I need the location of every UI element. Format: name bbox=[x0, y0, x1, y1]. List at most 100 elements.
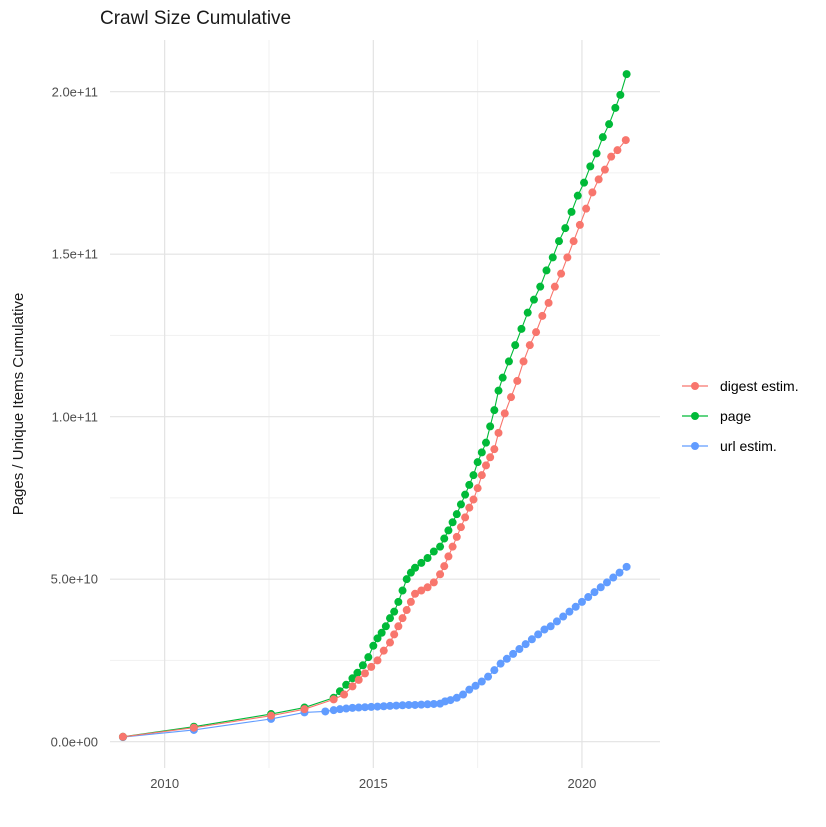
legend-item-page: page bbox=[680, 406, 799, 426]
data-point bbox=[473, 458, 482, 467]
legend-item-url-estim-: url estim. bbox=[680, 436, 799, 456]
data-point bbox=[569, 237, 578, 246]
data-point bbox=[586, 162, 595, 171]
data-point bbox=[436, 570, 445, 579]
data-point bbox=[404, 700, 413, 709]
y-tick-label: 0.0e+00 bbox=[50, 734, 98, 750]
data-point bbox=[613, 146, 622, 155]
data-point bbox=[607, 152, 616, 161]
data-point bbox=[500, 409, 509, 418]
data-point bbox=[465, 685, 474, 694]
data-point bbox=[456, 500, 465, 509]
data-point bbox=[563, 253, 572, 262]
y-tick-label: 2.0e+11 bbox=[51, 84, 98, 100]
data-point bbox=[398, 586, 407, 595]
data-point bbox=[575, 220, 584, 229]
data-point bbox=[477, 677, 486, 686]
data-point bbox=[402, 606, 411, 615]
legend-key-dot bbox=[691, 412, 699, 420]
data-point bbox=[373, 656, 382, 665]
data-point bbox=[592, 149, 601, 158]
legend-label: page bbox=[720, 408, 752, 424]
data-point bbox=[567, 207, 576, 216]
data-point bbox=[577, 597, 586, 606]
data-point bbox=[444, 552, 453, 561]
data-point bbox=[459, 690, 468, 699]
data-point bbox=[621, 136, 630, 145]
data-point bbox=[379, 646, 388, 655]
data-point bbox=[490, 666, 499, 675]
data-point bbox=[429, 578, 438, 587]
series-points-digest-estim- bbox=[118, 136, 630, 741]
data-point bbox=[550, 282, 559, 291]
data-point bbox=[354, 675, 363, 684]
data-point bbox=[598, 133, 607, 142]
data-point bbox=[609, 573, 618, 582]
data-point bbox=[481, 438, 490, 447]
data-point bbox=[348, 674, 357, 683]
data-point bbox=[473, 484, 482, 493]
data-point bbox=[440, 534, 449, 543]
data-point bbox=[469, 495, 478, 504]
data-point bbox=[406, 597, 415, 606]
data-point bbox=[573, 191, 582, 200]
data-point bbox=[446, 696, 455, 705]
legend: digest estim. page url estim. bbox=[680, 376, 799, 456]
data-point bbox=[402, 575, 411, 584]
data-point bbox=[544, 298, 553, 307]
data-point bbox=[329, 695, 338, 704]
data-point bbox=[542, 266, 551, 275]
data-point bbox=[444, 526, 453, 535]
data-point bbox=[519, 357, 528, 366]
data-point bbox=[477, 448, 486, 457]
data-point bbox=[481, 461, 490, 470]
data-point bbox=[600, 165, 609, 174]
data-point bbox=[381, 622, 390, 631]
data-point bbox=[525, 341, 534, 350]
data-point bbox=[471, 681, 480, 690]
data-point bbox=[392, 701, 401, 710]
data-point bbox=[394, 597, 403, 606]
legend-key-icon bbox=[682, 412, 708, 420]
data-point bbox=[615, 568, 624, 577]
data-point bbox=[484, 672, 493, 681]
data-point bbox=[461, 490, 470, 499]
data-point bbox=[364, 653, 373, 662]
data-point bbox=[390, 607, 399, 616]
data-point bbox=[527, 635, 536, 644]
data-point bbox=[411, 589, 420, 598]
data-point bbox=[486, 422, 495, 431]
x-tick-label: 2020 bbox=[567, 776, 597, 791]
data-point bbox=[300, 705, 309, 714]
data-point bbox=[536, 282, 545, 291]
data-point bbox=[452, 510, 461, 519]
data-point bbox=[386, 638, 395, 647]
data-point bbox=[342, 680, 351, 689]
data-point bbox=[398, 701, 407, 710]
data-point bbox=[358, 661, 367, 670]
data-point bbox=[360, 703, 369, 712]
data-point bbox=[321, 707, 330, 716]
data-point bbox=[465, 480, 474, 489]
data-point bbox=[267, 711, 276, 720]
data-point bbox=[580, 178, 589, 187]
data-point bbox=[329, 706, 338, 715]
data-point bbox=[465, 503, 474, 512]
data-point bbox=[429, 547, 438, 556]
data-point bbox=[523, 308, 532, 317]
data-point bbox=[386, 614, 395, 623]
data-point bbox=[513, 376, 522, 385]
data-point bbox=[398, 614, 407, 623]
legend-key-icon bbox=[682, 442, 708, 450]
series-points-url-estim- bbox=[118, 562, 631, 742]
y-tick-label: 1.0e+11 bbox=[51, 409, 98, 425]
data-point bbox=[411, 700, 420, 709]
data-point bbox=[588, 188, 597, 197]
data-point bbox=[611, 103, 620, 112]
data-point bbox=[448, 518, 457, 527]
data-point bbox=[502, 654, 511, 663]
data-point bbox=[571, 602, 580, 611]
data-point bbox=[509, 649, 518, 658]
